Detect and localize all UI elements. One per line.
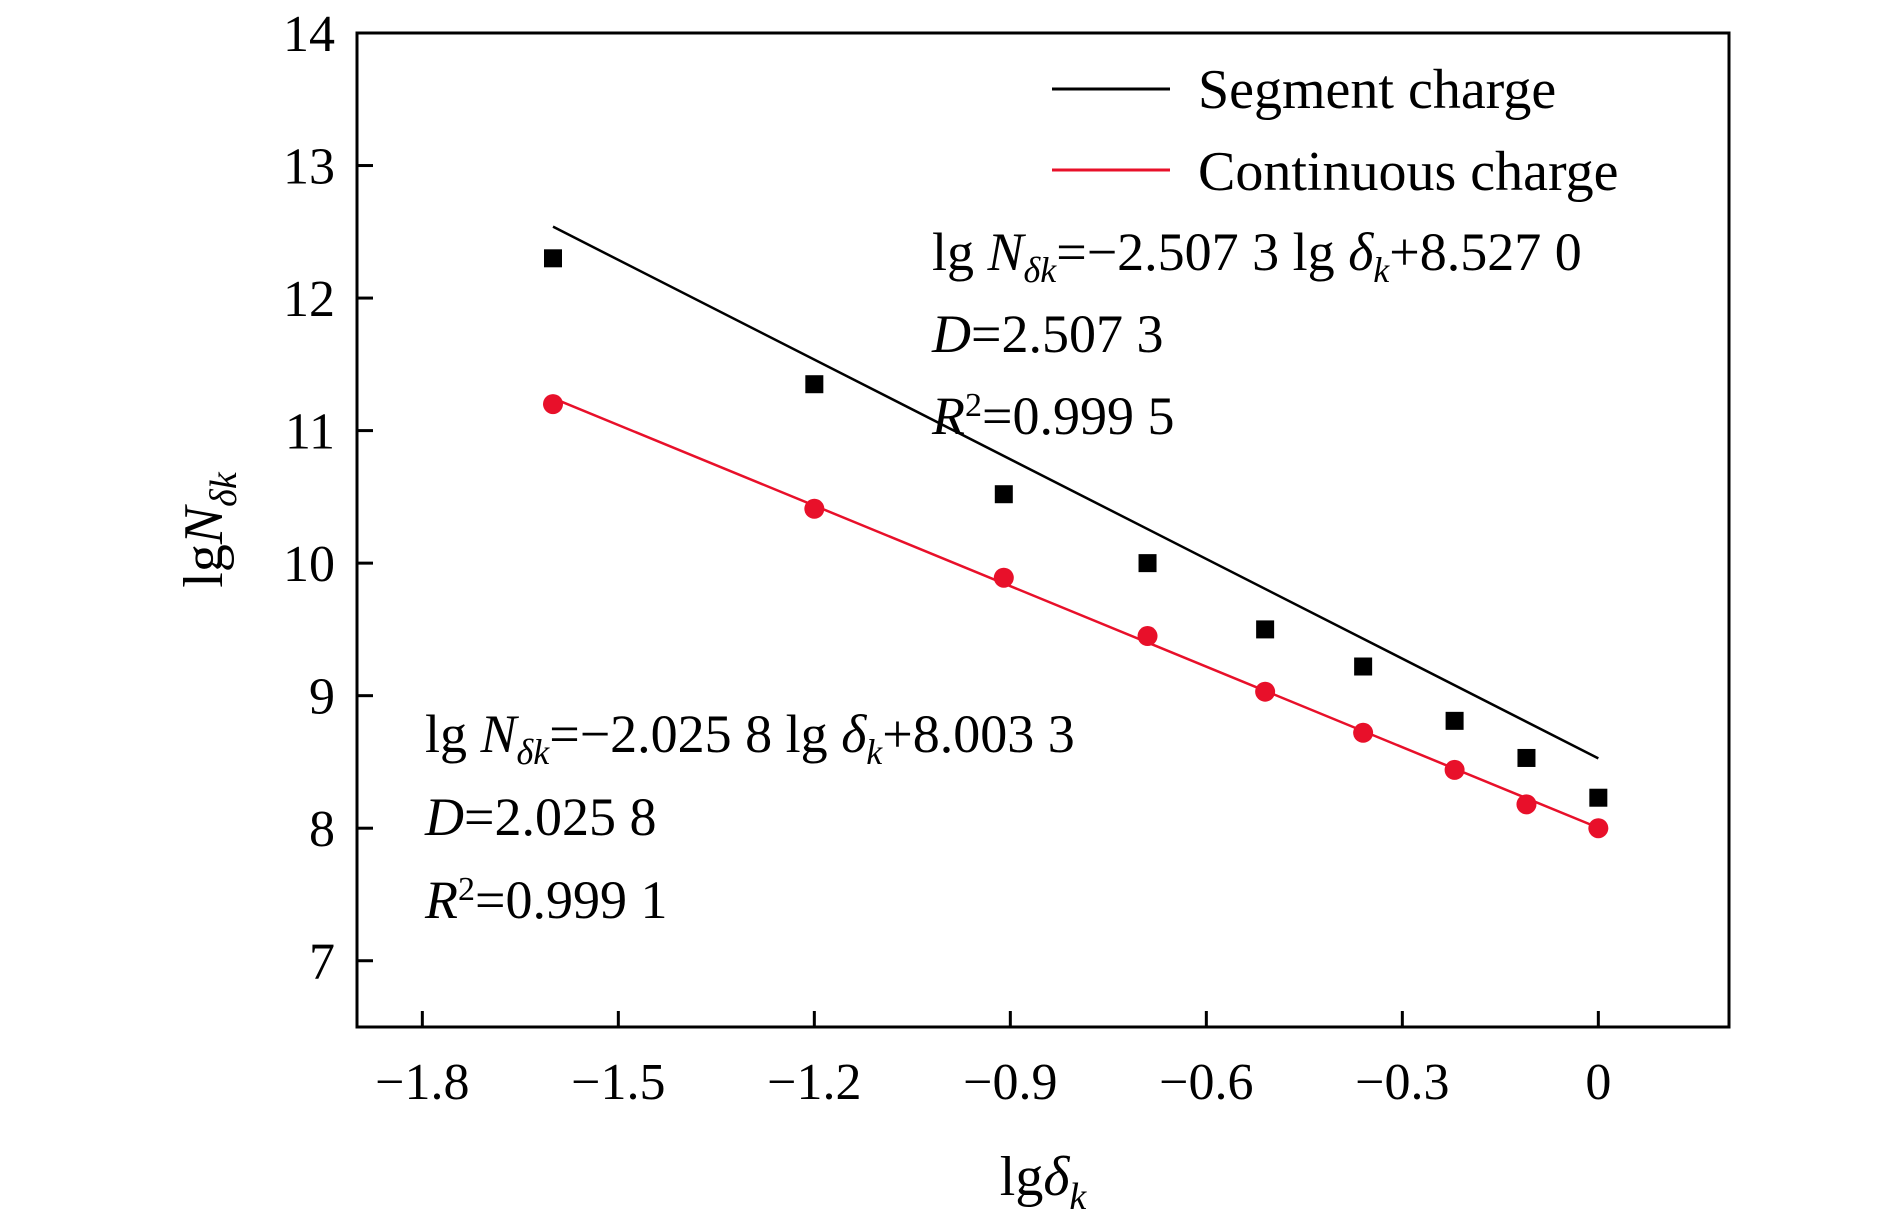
y-tick-label: 10 <box>283 536 335 593</box>
r-squared-segment: R2=0.999 5 <box>931 386 1174 446</box>
marker-circle <box>1353 722 1374 743</box>
marker-circle <box>1137 626 1158 647</box>
marker-circle <box>543 394 563 415</box>
legend: Segment charge Continuous charge <box>1052 59 1618 203</box>
y-tick-label: 12 <box>283 271 335 328</box>
x-tick-label: −0.6 <box>1159 1054 1253 1111</box>
marker-square <box>1354 657 1373 676</box>
annotation-segment: lg Nδk=−2.507 3 lg δk+8.527 0 D=2.507 3 … <box>931 222 1582 446</box>
marker-square <box>805 375 824 394</box>
fit-lines <box>552 225 1599 829</box>
marker-square <box>544 249 562 268</box>
x-tick-label: −1.2 <box>767 1054 861 1111</box>
y-tick-label: 7 <box>309 934 335 991</box>
x-tick-label: −1.5 <box>571 1054 665 1111</box>
fit-line-1 <box>552 397 1599 829</box>
marker-circle <box>993 567 1014 588</box>
marker-circle <box>1255 681 1276 702</box>
x-axis-title: lgδk <box>1000 1146 1088 1218</box>
data-markers <box>543 249 1609 839</box>
marker-circle <box>1516 794 1537 815</box>
marker-square <box>1445 711 1464 730</box>
fit-line-0 <box>552 225 1599 760</box>
y-tick-label: 11 <box>285 404 335 461</box>
equation-segment: lg Nδk=−2.507 3 lg δk+8.527 0 <box>932 222 1582 290</box>
marker-square <box>994 485 1013 504</box>
legend-label-segment: Segment charge <box>1198 59 1556 121</box>
x-tick-label: −1.8 <box>375 1054 469 1111</box>
dimension-continuous: D=2.025 8 <box>424 787 656 847</box>
y-tick-label: 14 <box>283 6 335 63</box>
legend-label-continuous: Continuous charge <box>1198 141 1618 203</box>
marker-circle <box>804 498 825 519</box>
axis-ticks: −1.8 −1.5 −1.2 −0.9 −0.6 −0.3 0 7 8 9 10 11 12 13 14 <box>283 6 1611 1111</box>
dimension-segment: D=2.507 3 <box>931 304 1163 364</box>
y-axis-title: lgNδk <box>173 471 245 588</box>
r-squared-continuous: R2=0.999 1 <box>424 870 667 930</box>
y-tick-label: 8 <box>309 801 335 858</box>
x-tick-label: −0.9 <box>963 1054 1057 1111</box>
y-tick-label: 9 <box>309 669 335 726</box>
marker-circle <box>1444 759 1465 780</box>
equation-continuous: lg Nδk=−2.025 8 lg δk+8.003 3 <box>425 704 1075 772</box>
annotation-continuous: lg Nδk=−2.025 8 lg δk+8.003 3 D=2.025 8 … <box>424 704 1075 930</box>
marker-square <box>1138 554 1157 573</box>
x-tick-label: −0.3 <box>1355 1054 1449 1111</box>
x-tick-label: 0 <box>1585 1054 1611 1111</box>
marker-square <box>1517 748 1536 767</box>
marker-square <box>1256 620 1275 639</box>
y-tick-label: 13 <box>283 139 335 196</box>
marker-square <box>1589 788 1608 807</box>
marker-circle <box>1588 818 1609 839</box>
plot-frame <box>355 31 1731 1029</box>
